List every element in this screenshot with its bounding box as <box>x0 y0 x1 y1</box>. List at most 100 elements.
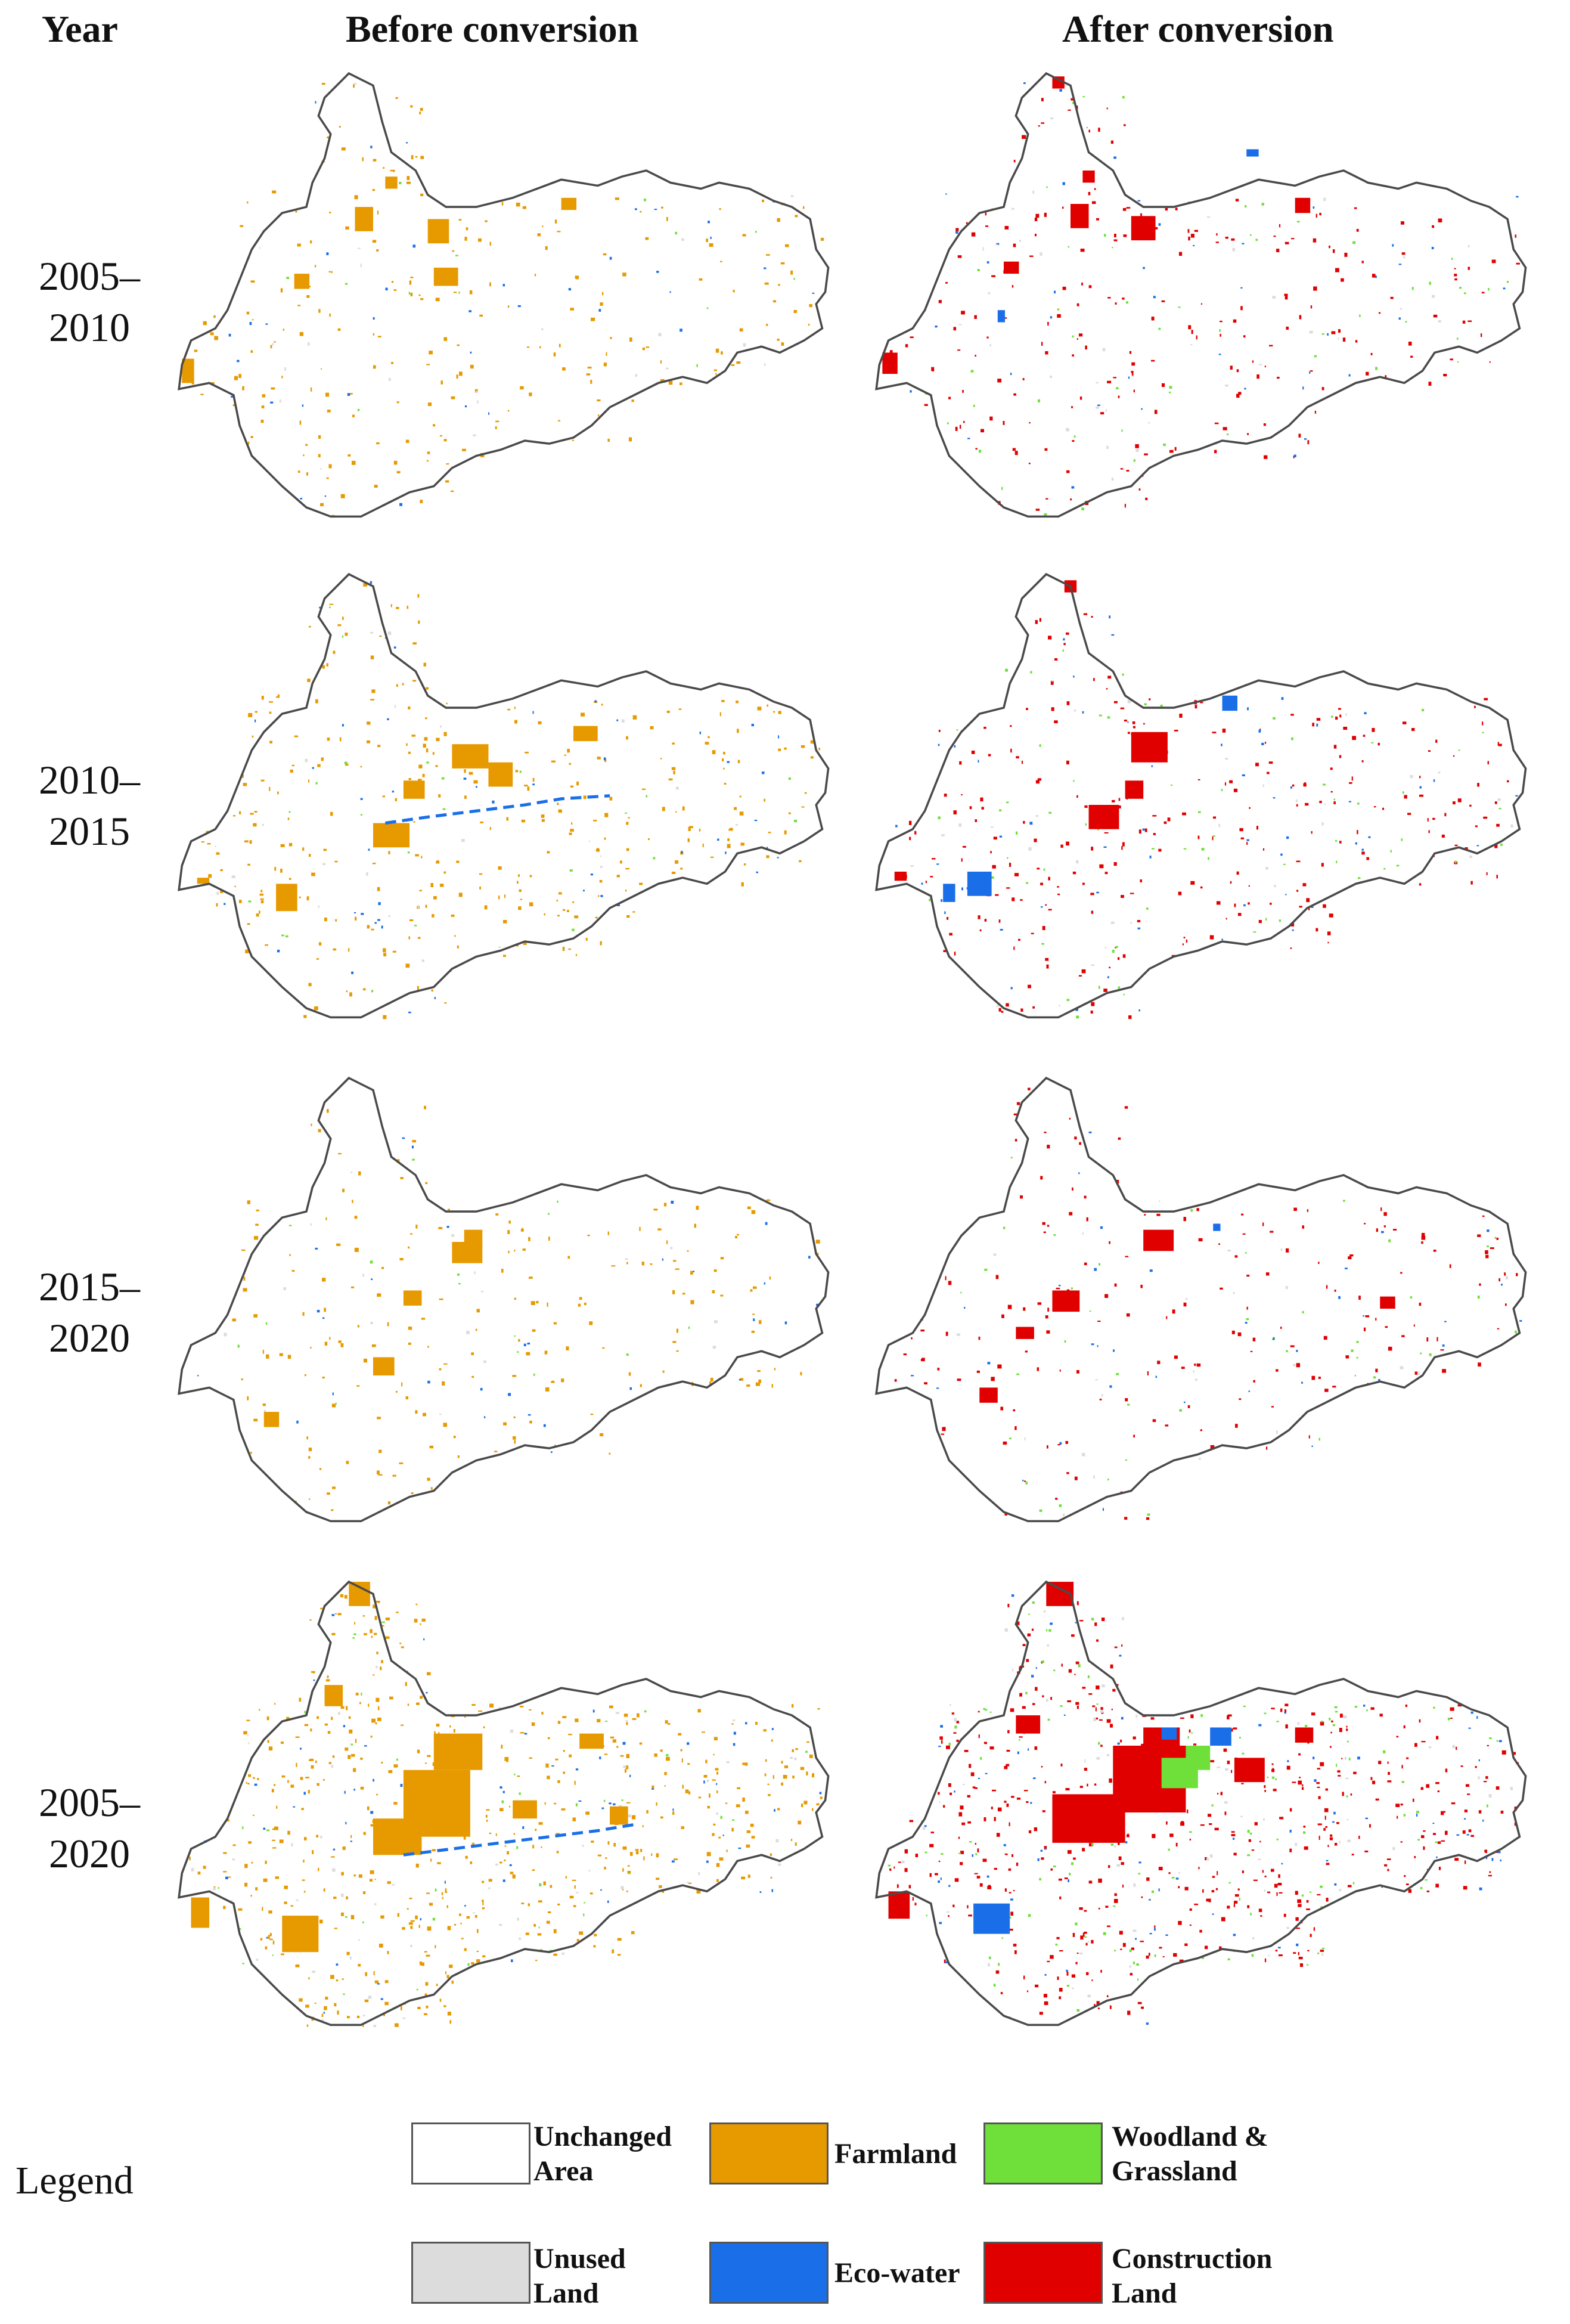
construction-land-patch <box>1306 1908 1310 1910</box>
construction-land-patch <box>1100 1970 1102 1973</box>
woodland-grassland-patch <box>605 1721 608 1722</box>
unused-land-patch <box>996 1005 999 1008</box>
construction-land-patch <box>1401 1765 1403 1769</box>
woodland-grassland-patch <box>519 770 522 773</box>
farmland-patch <box>689 826 693 828</box>
construction-land-patch <box>1079 1142 1081 1145</box>
farmland-patch <box>268 1935 270 1939</box>
construction-land-patch <box>988 754 991 757</box>
eco-water-patch <box>488 412 490 415</box>
construction-land-patch <box>1462 320 1466 324</box>
construction-land-patch <box>1387 1780 1392 1783</box>
farmland-patch <box>795 215 798 218</box>
farmland-patch <box>265 1946 268 1950</box>
farmland-patch <box>418 937 421 939</box>
construction-land-patch <box>1183 1302 1187 1307</box>
construction-land-patch <box>1042 1695 1044 1697</box>
farmland-patch <box>417 986 419 990</box>
woodland-grassland-patch <box>688 1326 690 1329</box>
unused-land-patch <box>1087 1941 1090 1943</box>
farmland-patch <box>771 1384 773 1388</box>
eco-water-patch <box>1479 1887 1482 1891</box>
farmland-patch <box>331 1509 334 1511</box>
construction-land-patch <box>1072 1933 1075 1937</box>
farmland-patch <box>597 414 600 417</box>
construction-land-patch <box>1032 1006 1035 1009</box>
construction-land-patch <box>1072 440 1075 442</box>
construction-land-patch <box>1400 1804 1403 1806</box>
farmland-patch <box>721 700 725 702</box>
construction-land-patch <box>1225 918 1227 920</box>
farmland-patch <box>523 941 527 945</box>
woodland-grassland-patch <box>248 900 252 903</box>
construction-land-patch <box>1383 1212 1387 1216</box>
construction-land-patch <box>1068 1669 1072 1673</box>
eco-water-patch <box>575 1768 579 1771</box>
farmland-patch <box>373 159 377 162</box>
farmland-patch <box>392 169 395 172</box>
construction-land-patch <box>1263 423 1266 426</box>
woodland-grassland-patch <box>1336 860 1338 863</box>
farmland-patch <box>451 1715 455 1718</box>
farmland-patch <box>446 1905 448 1908</box>
farmland-patch <box>699 828 701 832</box>
woodland-grassland-patch <box>1271 1776 1275 1779</box>
farmland-patch <box>391 281 394 283</box>
woodland-grassland-patch <box>516 1846 519 1849</box>
construction-land-patch <box>1289 1848 1292 1852</box>
woodland-grassland-patch <box>985 1709 988 1711</box>
woodland-grassland-patch <box>1179 1409 1182 1412</box>
construction-land-patch <box>1501 1750 1506 1755</box>
construction-land-patch <box>1467 267 1470 270</box>
construction-land-patch <box>1091 1979 1093 1981</box>
construction-land-patch <box>959 761 962 765</box>
farmland-patch <box>660 1816 663 1819</box>
farmland-patch <box>427 1346 429 1348</box>
eco-water-patch <box>1432 1823 1435 1824</box>
eco-water-patch <box>332 1392 334 1396</box>
construction-land-patch <box>1433 314 1438 318</box>
construction-land-patch <box>1113 862 1117 866</box>
farmland-patch <box>781 1761 783 1764</box>
legend-swatch-farmland <box>709 2122 829 2184</box>
farmland-patch <box>770 1853 772 1857</box>
farmland-patch <box>371 1344 376 1347</box>
construction-land-patch <box>1388 1346 1392 1351</box>
eco-water-patch <box>1333 1811 1336 1815</box>
farmland-patch <box>495 426 497 429</box>
farmland-patch <box>290 769 293 773</box>
farmland-patch <box>397 1913 399 1917</box>
construction-land-patch <box>1286 1765 1290 1770</box>
woodland-grassland-patch <box>1037 399 1040 402</box>
construction-land-patch <box>1307 440 1310 445</box>
construction-land-patch <box>1078 975 1082 977</box>
construction-land-patch <box>1246 842 1248 845</box>
farmland-patch <box>739 795 741 798</box>
woodland-grassland-patch <box>1091 1617 1094 1620</box>
farmland-patch <box>256 913 259 917</box>
construction-land-patch <box>1060 844 1063 848</box>
woodland-grassland-patch <box>350 1743 353 1746</box>
construction-land-patch <box>1254 1822 1258 1826</box>
construction-land-patch <box>1128 1015 1132 1020</box>
construction-land-patch <box>1093 678 1095 681</box>
farmland-patch <box>790 270 793 275</box>
woodland-grassland-patch <box>361 1692 362 1696</box>
after-conversion-map-4 <box>875 1580 1527 2026</box>
farmland-patch <box>328 271 331 273</box>
construction-land-patch <box>1421 1235 1426 1240</box>
eco-water-patch <box>710 236 712 239</box>
construction-land-patch <box>1184 1886 1189 1891</box>
farmland-patch <box>736 1804 740 1808</box>
eco-water-patch <box>973 1903 1010 1934</box>
unused-land-patch <box>320 1836 322 1839</box>
farmland-patch <box>274 1826 278 1830</box>
farmland-patch <box>612 1739 616 1743</box>
construction-land-patch <box>1326 1863 1330 1866</box>
construction-land-patch <box>1206 1898 1209 1902</box>
construction-land-patch <box>1057 886 1059 888</box>
farmland-patch <box>427 1477 430 1481</box>
unused-land-patch <box>312 1970 316 1973</box>
woodland-grassland-patch <box>1208 857 1209 860</box>
construction-land-patch <box>1193 1743 1197 1746</box>
